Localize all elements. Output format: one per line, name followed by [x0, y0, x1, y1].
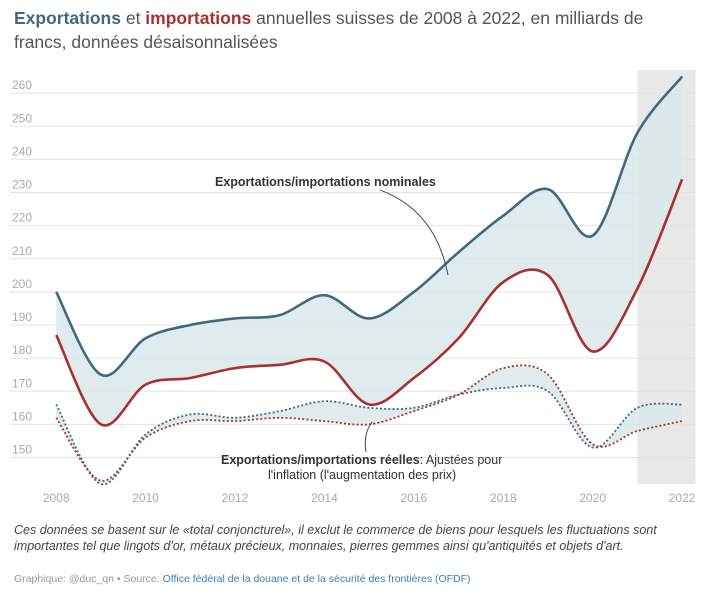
x-tick-label-2016: 2016 [401, 491, 428, 505]
line-chart: 150 160 170 180 190 200 210 220 230 240 250 260 200… [10, 70, 696, 505]
y-tick-label-260: 260 [12, 78, 32, 92]
y-tick-label-230: 230 [12, 178, 32, 192]
x-tick-labels-group: 2008 2010 2012 2014 2016 2018 2020 2022 [43, 491, 696, 505]
real-annotation-rest: : Ajustées pour [420, 453, 503, 467]
title-exports-word: Exportations [14, 8, 121, 28]
series-line-exportations-reelle [55, 384, 683, 485]
x-tick-label-2008: 2008 [43, 491, 70, 505]
credit-prefix: Graphique: @duc_qn • Source: [14, 573, 163, 585]
title-connector: et [120, 8, 146, 28]
y-tick-label-240: 240 [12, 144, 32, 158]
x-tick-label-2020: 2020 [579, 491, 606, 505]
y-tick-label-250: 250 [12, 111, 32, 125]
annotations-group: Exportations/importations nominales Expo… [215, 175, 502, 482]
nominal-annotation-leader [379, 189, 449, 276]
band-nominal [56, 76, 683, 426]
real-annotation-line2: l'inflation (l'augmentation des prix) [268, 468, 456, 482]
title-rest-line1: annuelles suisses de 2008 à 2022, en mil… [251, 8, 644, 28]
x-tick-label-2012: 2012 [222, 491, 249, 505]
y-tick-label-180: 180 [12, 343, 32, 357]
bands-group [56, 76, 683, 485]
y-tick-label-190: 190 [12, 310, 32, 324]
title-imports-word: importations [145, 8, 252, 28]
series-lines-group [55, 75, 684, 485]
x-tick-label-2022: 2022 [669, 491, 696, 505]
y-tick-label-200: 200 [12, 277, 32, 291]
real-annotation-bold: Exportations/importations réelles [221, 453, 420, 467]
real-annotation-leader [364, 421, 373, 453]
credit-line: Graphique: @duc_qn • Source: Office fédé… [14, 573, 714, 585]
footnote: Ces données se basent sur le «total conj… [14, 523, 657, 553]
series-line-importations-reelle [55, 364, 683, 482]
credit-source-link[interactable]: Office fédéral de la douane et de la séc… [162, 573, 471, 585]
x-tick-label-2010: 2010 [132, 491, 159, 505]
y-tick-label-210: 210 [12, 244, 32, 258]
nominal-annotation-label: Exportations/importations nominales [215, 175, 436, 189]
y-tick-label-170: 170 [12, 376, 32, 390]
x-tick-label-2018: 2018 [490, 491, 517, 505]
x-tick-label-2014: 2014 [311, 491, 338, 505]
series-line-importations-nominal [55, 178, 684, 427]
title-line2: francs, données désaisonnalisées [14, 32, 278, 52]
chart-title: Exportations et importations annuelles s… [14, 6, 714, 54]
y-tick-label-150: 150 [12, 443, 32, 457]
y-tick-label-160: 160 [12, 409, 32, 423]
series-line-exportations-nominal [55, 75, 684, 378]
y-tick-label-220: 220 [12, 211, 32, 225]
real-annotation-label: Exportations/importations réelles: Ajust… [221, 453, 502, 467]
